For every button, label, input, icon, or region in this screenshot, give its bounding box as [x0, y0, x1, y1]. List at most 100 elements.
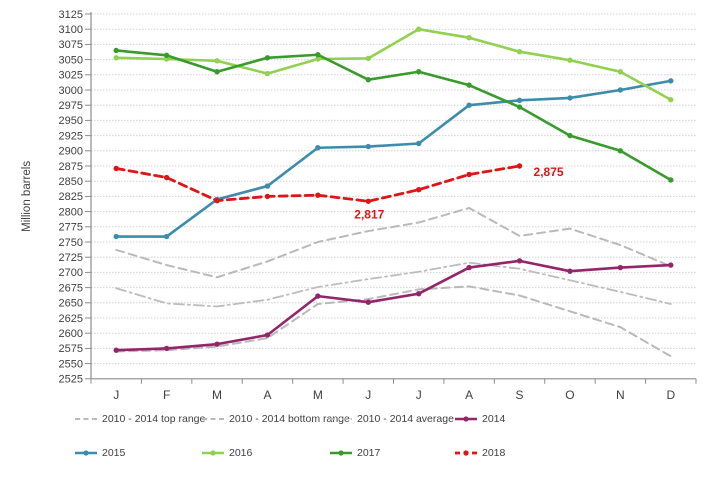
data-point-marker — [315, 192, 321, 198]
y-tick-label: 2550 — [59, 358, 83, 370]
data-point-marker — [567, 95, 573, 101]
legend-marker-y2017 — [338, 450, 344, 456]
chart-canvas: 2525 2550 2575 2600 2625 2650 2675 2700 2725 2750… — [21, 9, 697, 402]
data-point-marker — [466, 264, 472, 271]
y-tick-label: 2750 — [59, 237, 83, 249]
data-point-marker — [617, 87, 624, 93]
data-point-marker — [516, 258, 523, 264]
y-tick-label: 2875 — [59, 161, 83, 173]
series-line-bottom-range — [115, 285, 672, 358]
y-tick-label: 2625 — [59, 313, 83, 325]
legend-item-top-range: 2010 - 2014 top range — [74, 407, 205, 431]
legend-swatch-2017 — [330, 450, 352, 456]
y-tick-label: 2650 — [59, 298, 83, 310]
legend-marker-y2016 — [210, 450, 216, 456]
data-point-marker — [567, 268, 573, 274]
data-point-marker — [365, 198, 371, 204]
data-point-marker — [416, 69, 422, 75]
series-line-y2014 — [114, 259, 673, 352]
data-point-marker — [264, 55, 271, 61]
data-point-marker — [113, 55, 119, 61]
legend-marker-y2014 — [463, 416, 469, 422]
data-point-marker — [113, 47, 119, 54]
data-point-marker — [668, 177, 674, 183]
x-tick-label: J — [365, 388, 371, 402]
series-line-y2017 — [114, 49, 673, 182]
y-axis-title: Million barrels — [21, 161, 33, 232]
y-tick-label: 3000 — [59, 85, 83, 97]
legend-swatch-2014 — [455, 416, 477, 422]
data-point-marker — [668, 78, 674, 84]
legend-swatch-2015 — [75, 450, 97, 456]
y-tick-label: 2675 — [59, 282, 83, 294]
data-point-marker — [315, 145, 321, 151]
data-point-marker — [567, 132, 573, 139]
data-point-marker — [113, 347, 119, 353]
series-y2018: 2,817 2,875 — [113, 163, 564, 221]
series-line-y2016 — [114, 27, 673, 102]
legend-label-2015: 2015 — [102, 447, 126, 459]
series-y2015 — [113, 78, 674, 240]
y-tick-label: 3025 — [59, 70, 83, 82]
y-tick-label: 3050 — [59, 54, 83, 66]
data-point-marker — [416, 290, 422, 297]
x-tick-label: J — [113, 388, 119, 402]
data-point-marker — [264, 70, 271, 77]
legend-swatch-average — [330, 418, 352, 420]
data-point-marker — [214, 69, 220, 75]
y-tick-label: 2775 — [59, 222, 83, 234]
legend-label-top-range: 2010 - 2014 top range — [102, 413, 206, 425]
y-tick-label: 2925 — [59, 130, 83, 142]
data-point-marker — [516, 97, 523, 104]
y-tick-label: 2725 — [59, 252, 83, 264]
x-tick-label: O — [565, 388, 574, 402]
y-tick-label: 3125 — [59, 9, 83, 21]
data-point-marker — [466, 171, 472, 178]
series-average — [115, 261, 672, 308]
legend-swatch-2018 — [455, 450, 477, 456]
legend-item-2017: 2017 — [329, 441, 380, 465]
legend-label-bottom-range: 2010 - 2014 bottom range — [229, 413, 350, 425]
x-tick-label: S — [516, 388, 524, 402]
y-tick-label: 2600 — [59, 328, 83, 340]
y-tick-label: 2825 — [59, 191, 83, 203]
series-line-average — [115, 261, 672, 308]
data-point-marker — [113, 165, 119, 172]
x-tick-label: N — [616, 388, 625, 402]
x-tick-label: A — [465, 388, 473, 402]
x-tick-label: D — [666, 388, 675, 402]
x-tick-label: M — [313, 388, 323, 402]
legend-label-2017: 2017 — [357, 447, 381, 459]
data-point-marker — [416, 187, 422, 193]
data-point-marker — [416, 140, 422, 147]
legend-item-bottom-range: 2010 - 2014 bottom range — [201, 407, 350, 431]
data-point-marker — [365, 299, 371, 305]
data-point-marker — [214, 341, 220, 347]
legend-label-2016: 2016 — [229, 447, 253, 459]
legend-item-2018: 2018 — [454, 441, 505, 465]
legend-item-2014: 2014 — [454, 407, 505, 431]
data-point-marker — [516, 48, 523, 55]
legend-label-average: 2010 - 2014 average — [357, 413, 454, 425]
series-y2017 — [113, 47, 674, 183]
y-tick-label: 2800 — [59, 206, 83, 218]
legend-swatch-bottom-range — [202, 418, 224, 420]
y-tick-label: 3100 — [59, 24, 83, 36]
y-tick-label: 3075 — [59, 39, 83, 51]
data-point-marker — [113, 233, 119, 240]
y-tick-label: 2850 — [59, 176, 83, 188]
data-label-y2018: 2,817 — [354, 207, 384, 221]
legend-row-2: 2015 2016 2017 2018 — [0, 441, 708, 465]
series-line-y2015 — [114, 79, 673, 238]
legend-item-2016: 2016 — [201, 441, 252, 465]
data-point-marker — [264, 183, 271, 189]
series-y2014 — [113, 258, 674, 353]
data-point-marker — [163, 174, 170, 181]
data-point-marker — [668, 262, 674, 268]
series-top-range — [115, 206, 672, 279]
data-point-marker — [516, 163, 523, 169]
y-axis-tick-labels: 2525 2550 2575 2600 2625 2650 2675 2700 2725 2750… — [59, 9, 83, 386]
data-point-marker — [416, 26, 422, 32]
legend-swatch-top-range — [75, 418, 97, 420]
